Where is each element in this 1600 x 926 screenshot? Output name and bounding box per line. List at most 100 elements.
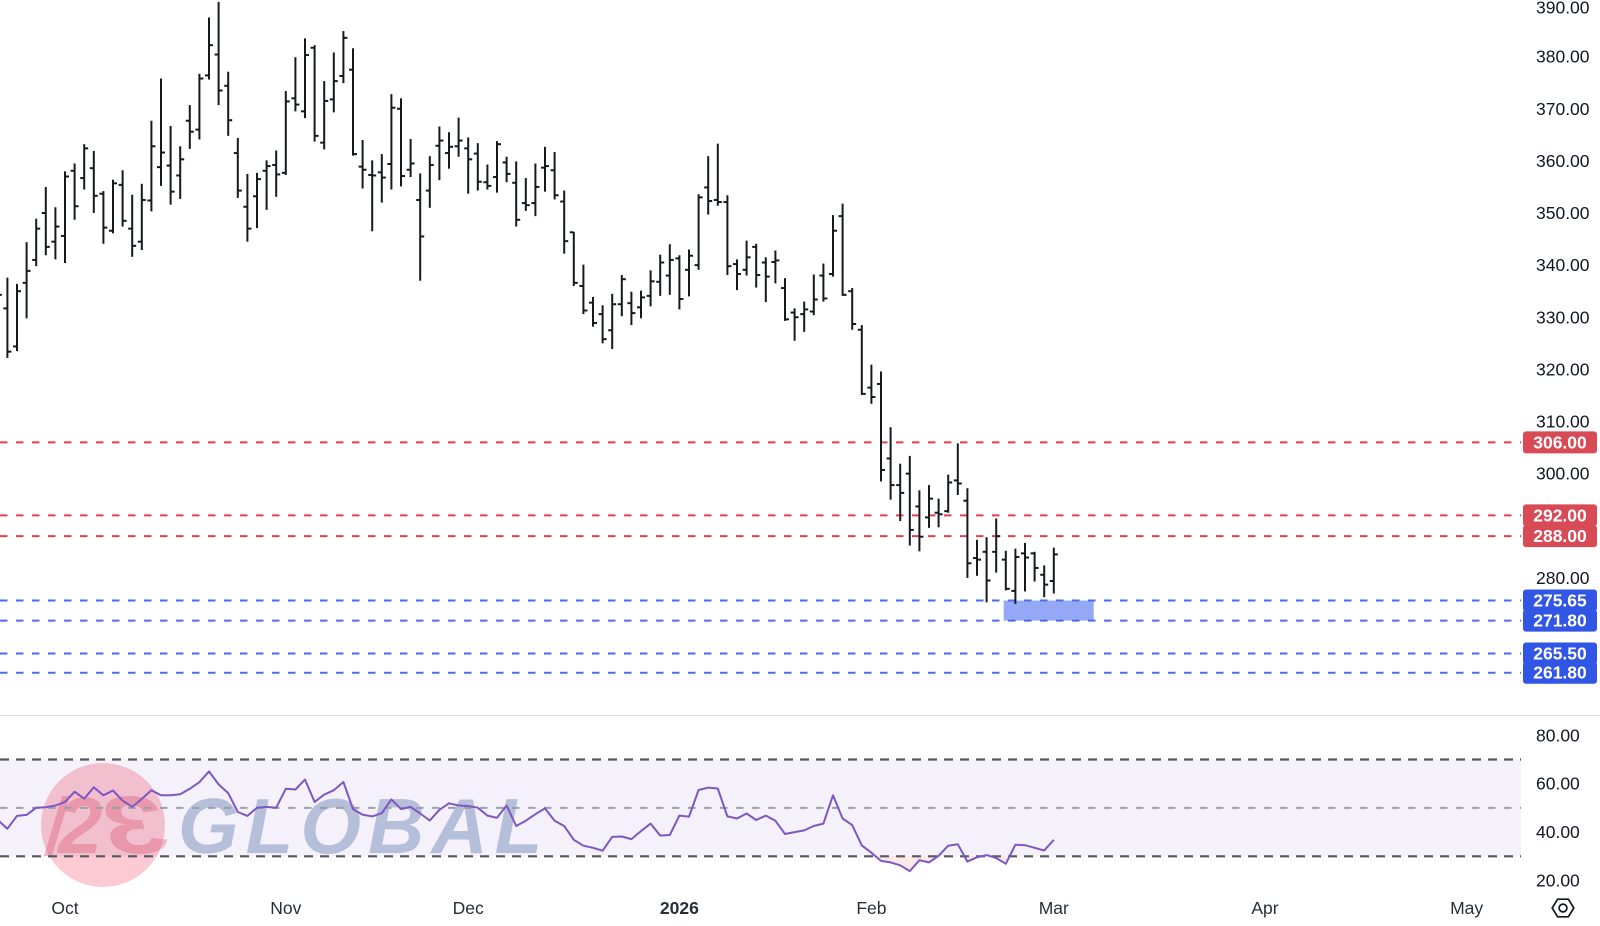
ohlc-bar-open-tick <box>809 310 814 313</box>
ohlc-bar <box>608 293 617 350</box>
price-level-badge-292.00[interactable]: 292.00 <box>1523 504 1597 527</box>
ohlc-bar <box>704 156 713 215</box>
ohlc-bar <box>598 305 607 344</box>
ohlc-bar-open-tick <box>1001 558 1006 561</box>
ohlc-bar-close-tick <box>46 245 50 248</box>
ohlc-bar-range <box>304 38 306 119</box>
ohlc-bar-close-tick <box>958 482 962 485</box>
ohlc-bar <box>445 132 453 169</box>
ohlc-bar-open-tick <box>224 84 228 87</box>
ohlc-bar <box>877 371 885 482</box>
ohlc-bar-open-tick <box>329 98 334 101</box>
ohlc-bar <box>358 140 367 189</box>
price-level-badge-261.80[interactable]: 261.80 <box>1523 661 1597 684</box>
ohlc-bar <box>992 518 1001 573</box>
ohlc-bar-open-tick <box>867 386 871 389</box>
price-axis[interactable]: 390.00 380.00 370.00 360.00 350.00 340.00 330.… <box>1523 0 1597 891</box>
ohlc-bar-close-tick <box>987 579 991 582</box>
ohlc-bar-range <box>976 539 978 576</box>
ohlc-bar-open-tick <box>166 164 171 167</box>
ohlc-bar-close-tick <box>910 528 914 531</box>
ohlc-bar-range <box>284 91 287 175</box>
ohlc-bar <box>435 126 444 181</box>
ohlc-bar-range <box>640 290 642 319</box>
ohlc-bar-range <box>486 164 489 190</box>
ohlc-bar-range <box>236 137 239 198</box>
ohlc-bar-range <box>889 427 892 500</box>
ohlc-bar <box>944 474 953 513</box>
ohlc-bar <box>243 173 252 242</box>
ohlc-bar <box>819 263 828 302</box>
ohlc-bar-open-tick <box>800 313 804 316</box>
price-level-badge-288.00[interactable]: 288.00 <box>1523 525 1597 548</box>
ohlc-bar <box>137 183 146 251</box>
ohlc-bar <box>195 73 204 140</box>
ohlc-bar-range <box>592 296 594 327</box>
watermark-logo-monogram: 2 3 <box>44 780 168 871</box>
ohlc-bar-range <box>832 215 834 277</box>
ohlc-bar-close-tick <box>315 134 319 137</box>
price-level-badge-275.65[interactable]: 275.65 <box>1523 589 1597 612</box>
ohlc-bar-range <box>937 498 940 528</box>
price-scale-settings-button[interactable] <box>1551 898 1575 918</box>
position-box[interactable] <box>1003 600 1094 621</box>
price-level-badge-271.80[interactable]: 271.80 <box>1523 609 1597 632</box>
ohlc-bar-close-tick <box>785 318 789 321</box>
time-axis-label-Dec: Dec <box>453 898 484 918</box>
ohlc-bar-range <box>918 490 921 552</box>
ohlc-bar <box>685 249 693 297</box>
ohlc-bar-open-tick <box>944 510 948 513</box>
ohlc-bar-close-tick <box>36 227 41 230</box>
ohlc-bar-open-tick <box>3 307 7 310</box>
ohlc-bar-range <box>630 291 633 326</box>
ohlc-bar <box>464 137 473 194</box>
price-level-badge-bg <box>1523 609 1597 632</box>
ohlc-bar-close-tick <box>737 272 741 275</box>
ohlc-bar-close-tick <box>94 194 98 197</box>
ohlc-bar-close-tick <box>17 290 21 293</box>
ohlc-bar-close-tick <box>977 558 981 561</box>
ohlc-bar-range <box>745 240 748 276</box>
ohlc-bar-open-tick <box>99 192 103 195</box>
ohlc-bar-open-tick <box>713 198 718 201</box>
ohlc-bar-open-tick <box>637 306 641 309</box>
ohlc-bar-open-tick <box>349 68 353 71</box>
ohlc-bar-close-tick <box>1015 556 1020 559</box>
ohlc-bar-range <box>1043 565 1046 598</box>
ohlc-bar <box>70 163 79 220</box>
ohlc-bar-close-tick <box>939 513 943 516</box>
ohlc-bar-close-tick <box>670 258 674 261</box>
ohlc-bar <box>128 194 137 257</box>
ohlc-bar-close-tick <box>0 293 2 296</box>
ohlc-bar <box>1001 550 1010 591</box>
ohlc-bar <box>531 163 540 217</box>
ohlc-bar-range <box>361 140 364 189</box>
ohlc-bar-open-tick <box>425 189 430 192</box>
ohlc-bar-close-tick <box>1006 587 1010 590</box>
ohlc-bar <box>502 156 511 183</box>
ohlc-bar <box>675 255 684 310</box>
ohlc-bar-range <box>457 117 460 157</box>
ohlc-bar-range <box>534 163 537 217</box>
ohlc-bar-close-tick <box>660 261 665 264</box>
ohlc-bar-close-tick <box>276 173 281 176</box>
ohlc-bar-close-tick <box>161 151 165 154</box>
ohlc-bar-close-tick <box>439 139 444 142</box>
ohlc-bar <box>397 98 405 187</box>
ohlc-bar-range <box>553 152 556 200</box>
rsi-axis-label-20.00: 20.00 <box>1536 871 1580 891</box>
price-level-badge-306.00[interactable]: 306.00 <box>1523 431 1597 454</box>
ohlc-bar-range <box>150 120 153 212</box>
ohlc-bar-range <box>966 488 969 578</box>
ohlc-bar-range <box>851 288 854 330</box>
ohlc-bar-open-tick <box>137 240 142 243</box>
ohlc-bar-open-tick <box>176 174 180 177</box>
ohlc-bar <box>982 537 991 603</box>
price-axis-label-330.00: 330.00 <box>1536 307 1590 327</box>
ohlc-bar-range <box>428 156 431 208</box>
ohlc-bar-close-tick <box>727 265 732 268</box>
ohlc-bar-close-tick <box>651 280 655 283</box>
price-level-badge-265.50[interactable]: 265.50 <box>1523 642 1597 665</box>
time-axis[interactable]: Oct Nov Dec 2026 Feb Mar Apr May <box>51 898 1483 918</box>
ohlc-bar-open-tick <box>310 46 315 49</box>
